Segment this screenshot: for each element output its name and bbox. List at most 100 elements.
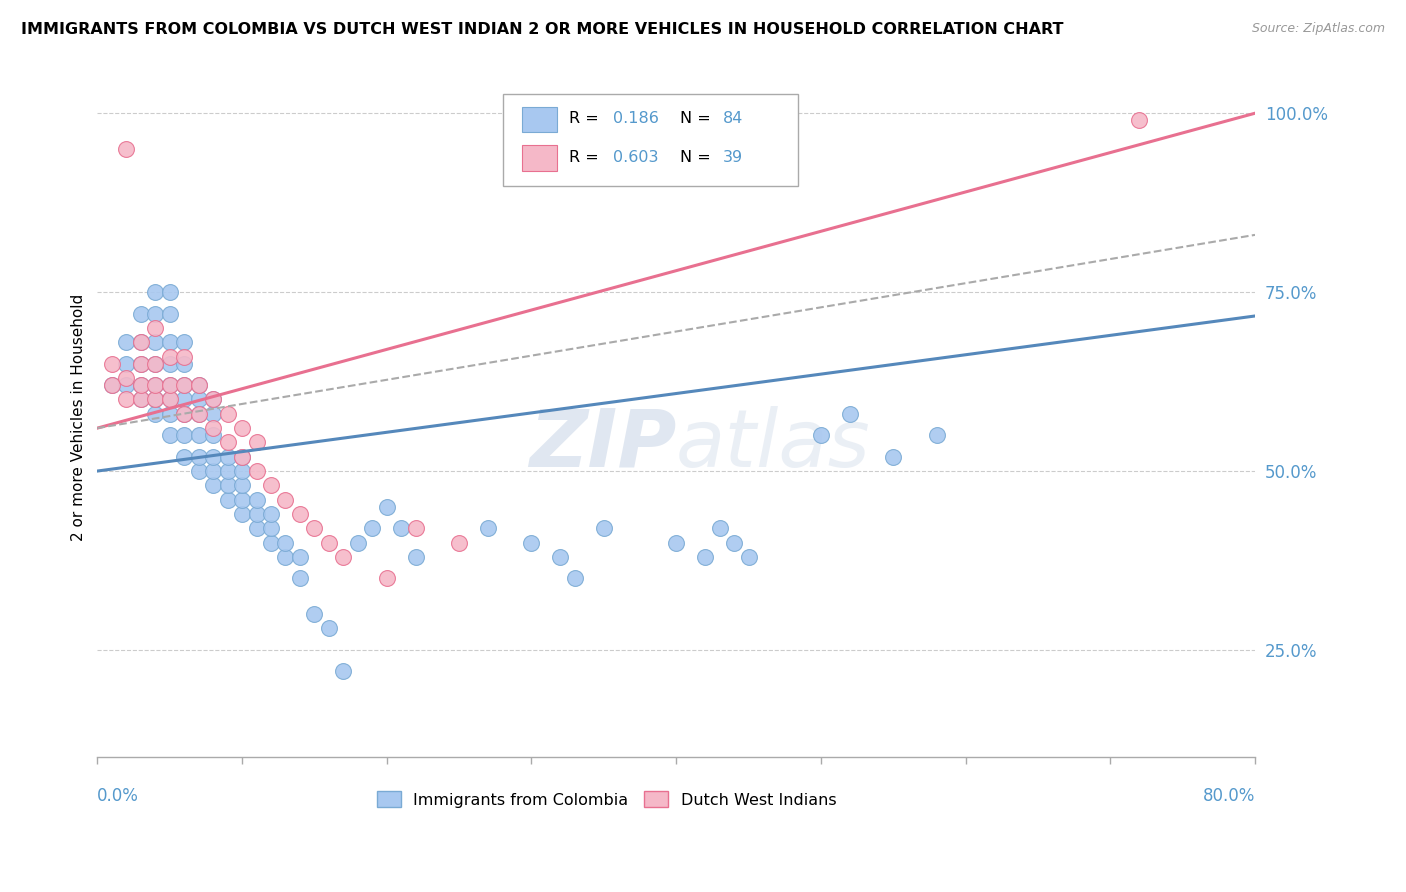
Text: atlas: atlas	[676, 406, 870, 483]
Point	[520, 535, 543, 549]
Point	[143, 392, 166, 407]
Point	[274, 492, 297, 507]
Point	[202, 407, 225, 421]
Point	[231, 421, 253, 435]
Point	[187, 450, 209, 464]
Point	[115, 378, 138, 392]
Point	[665, 535, 688, 549]
Text: 39: 39	[723, 150, 742, 165]
Point	[202, 392, 225, 407]
Point	[159, 335, 181, 350]
Text: R =: R =	[568, 112, 603, 127]
Point	[101, 357, 124, 371]
Legend: Immigrants from Colombia, Dutch West Indians: Immigrants from Colombia, Dutch West Ind…	[370, 785, 844, 814]
Text: Source: ZipAtlas.com: Source: ZipAtlas.com	[1251, 22, 1385, 36]
Point	[129, 378, 152, 392]
Point	[187, 464, 209, 478]
Point	[274, 535, 297, 549]
Point	[115, 335, 138, 350]
Point	[101, 378, 124, 392]
Y-axis label: 2 or more Vehicles in Household: 2 or more Vehicles in Household	[72, 293, 86, 541]
Point	[288, 571, 311, 585]
FancyBboxPatch shape	[522, 145, 557, 170]
Point	[838, 407, 860, 421]
Point	[115, 142, 138, 156]
Point	[173, 407, 195, 421]
Text: 80.0%: 80.0%	[1202, 788, 1256, 805]
Text: R =: R =	[568, 150, 603, 165]
Point	[925, 428, 948, 442]
Point	[695, 549, 717, 564]
Point	[202, 450, 225, 464]
Text: 84: 84	[723, 112, 742, 127]
Point	[288, 549, 311, 564]
Point	[332, 665, 354, 679]
Point	[318, 622, 340, 636]
Point	[173, 335, 195, 350]
Point	[375, 500, 398, 514]
Point	[260, 507, 283, 521]
Point	[173, 378, 195, 392]
Point	[159, 285, 181, 300]
Point	[288, 507, 311, 521]
Point	[129, 357, 152, 371]
Point	[143, 321, 166, 335]
Point	[187, 378, 209, 392]
Point	[709, 521, 731, 535]
Point	[217, 492, 239, 507]
FancyBboxPatch shape	[502, 95, 797, 186]
Point	[405, 521, 427, 535]
Point	[173, 357, 195, 371]
Point	[260, 535, 283, 549]
Text: 0.603: 0.603	[613, 150, 658, 165]
Text: N =: N =	[679, 112, 716, 127]
Point	[129, 357, 152, 371]
Point	[1128, 113, 1150, 128]
Point	[723, 535, 745, 549]
Point	[173, 407, 195, 421]
Point	[173, 392, 195, 407]
Point	[449, 535, 471, 549]
Point	[129, 335, 152, 350]
Point	[202, 428, 225, 442]
Point	[101, 378, 124, 392]
Point	[231, 478, 253, 492]
Point	[159, 350, 181, 364]
Point	[202, 421, 225, 435]
Point	[159, 428, 181, 442]
Point	[231, 507, 253, 521]
Point	[375, 571, 398, 585]
Point	[187, 428, 209, 442]
Point	[245, 435, 267, 450]
Point	[245, 507, 267, 521]
Point	[129, 307, 152, 321]
Point	[332, 549, 354, 564]
Point	[129, 335, 152, 350]
Point	[129, 392, 152, 407]
Point	[260, 478, 283, 492]
Point	[129, 392, 152, 407]
Text: ZIP: ZIP	[529, 406, 676, 483]
Point	[217, 435, 239, 450]
Point	[737, 549, 759, 564]
Point	[389, 521, 412, 535]
Point	[159, 378, 181, 392]
Point	[477, 521, 499, 535]
Point	[187, 407, 209, 421]
Point	[187, 378, 209, 392]
Point	[159, 392, 181, 407]
Point	[361, 521, 384, 535]
Point	[550, 549, 572, 564]
Text: 0.0%: 0.0%	[97, 788, 139, 805]
Text: N =: N =	[679, 150, 716, 165]
Point	[274, 549, 297, 564]
Point	[882, 450, 904, 464]
Point	[159, 392, 181, 407]
Point	[810, 428, 832, 442]
Text: IMMIGRANTS FROM COLOMBIA VS DUTCH WEST INDIAN 2 OR MORE VEHICLES IN HOUSEHOLD CO: IMMIGRANTS FROM COLOMBIA VS DUTCH WEST I…	[21, 22, 1063, 37]
Point	[173, 378, 195, 392]
Point	[187, 392, 209, 407]
Point	[143, 357, 166, 371]
Point	[187, 407, 209, 421]
Point	[202, 478, 225, 492]
